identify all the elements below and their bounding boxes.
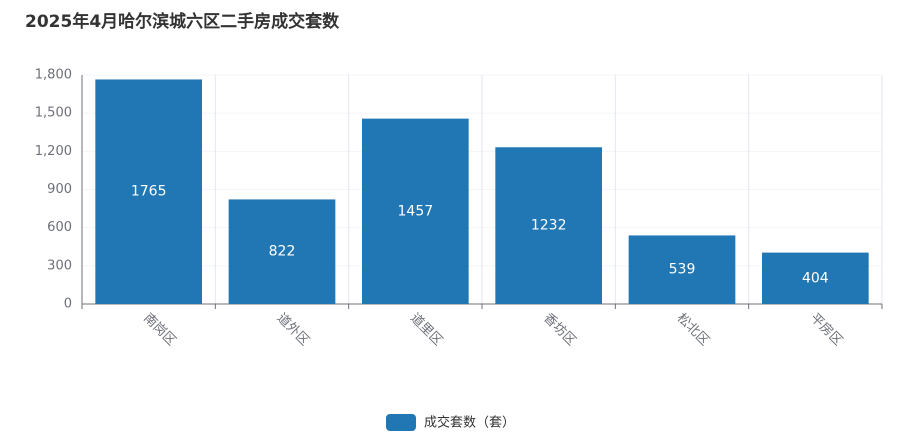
bar — [95, 79, 202, 304]
x-tick-label: 道外区 — [274, 311, 312, 349]
x-tick-label: 平房区 — [807, 310, 846, 349]
bar — [495, 147, 602, 304]
value-label: 1765 — [131, 184, 167, 200]
value-label: 404 — [802, 270, 829, 286]
bar — [228, 199, 336, 304]
chart-title: 2025年4月哈尔滨城六区二手房成交套数 — [25, 11, 340, 32]
value-label: 822 — [269, 244, 296, 260]
bar — [628, 235, 736, 304]
x-tick-label: 南岗区 — [140, 310, 179, 349]
y-tick-label: 600 — [47, 220, 72, 235]
y-tick-label: 900 — [47, 182, 72, 197]
value-label: 539 — [669, 262, 696, 278]
y-tick-label: 1,200 — [35, 144, 72, 159]
y-tick-label: 0 — [64, 297, 72, 312]
bar — [362, 118, 469, 304]
y-tick-label: 1,500 — [35, 106, 72, 121]
value-label: 1457 — [398, 203, 434, 219]
y-tick-label: 300 — [47, 258, 72, 273]
y-tick-label: 1,800 — [35, 68, 72, 83]
value-label: 1232 — [531, 218, 567, 234]
bar — [762, 252, 869, 304]
legend-label: 成交套数（套） — [424, 415, 515, 431]
x-tick-label: 道里区 — [407, 311, 445, 349]
legend-swatch — [386, 414, 416, 431]
x-tick-label: 松北区 — [674, 311, 712, 349]
x-tick-label: 香坊区 — [540, 311, 578, 349]
